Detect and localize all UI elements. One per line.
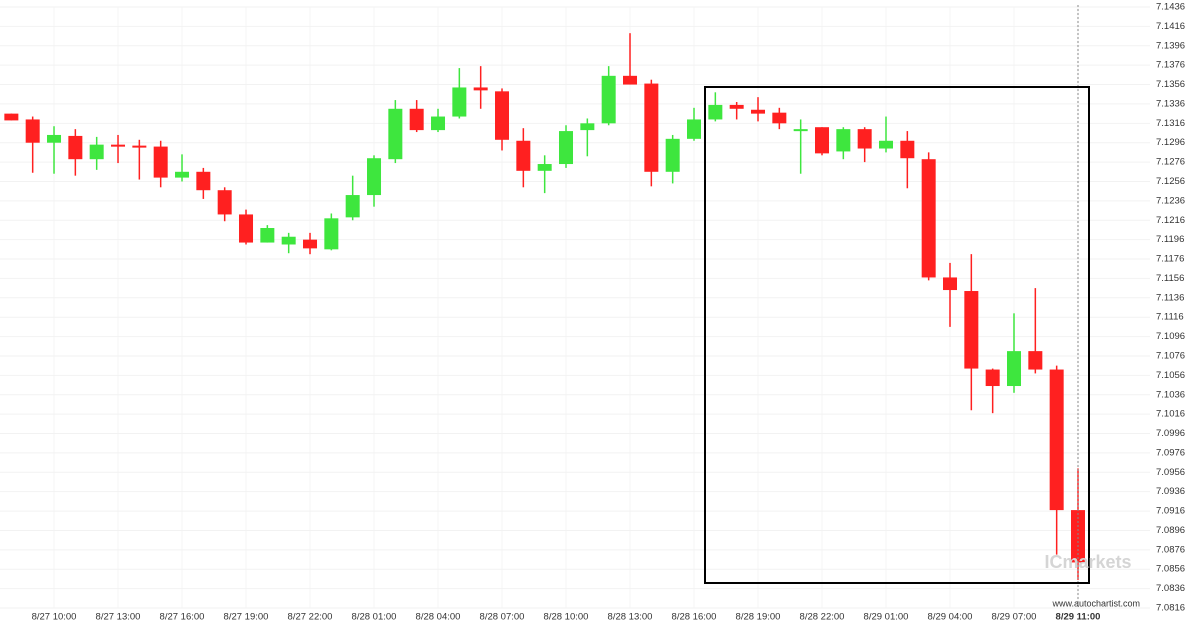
y-tick-label: 7.0996 <box>1156 428 1185 439</box>
y-tick-label: 7.0896 <box>1156 525 1185 536</box>
y-tick-label: 7.1156 <box>1156 273 1184 284</box>
x-tick-label: 8/27 16:00 <box>160 612 205 623</box>
y-tick-label: 7.1016 <box>1156 409 1185 420</box>
y-tick-label: 7.1436 <box>1156 2 1185 13</box>
x-tick-label: 8/29 07:00 <box>992 612 1037 623</box>
y-tick-label: 7.1216 <box>1156 215 1185 226</box>
y-tick-label: 7.1376 <box>1156 60 1185 71</box>
y-tick-label: 7.1396 <box>1156 40 1185 51</box>
y-tick-label: 7.0876 <box>1156 544 1185 555</box>
y-tick-label: 7.1076 <box>1156 350 1185 361</box>
y-tick-label: 7.0816 <box>1156 603 1185 614</box>
watermark: ICmarkets <box>1044 552 1131 572</box>
y-tick-label: 7.0956 <box>1156 467 1185 478</box>
y-tick-label: 7.1136 <box>1156 292 1184 303</box>
y-tick-label: 7.1116 <box>1156 312 1184 323</box>
y-tick-label: 7.1096 <box>1156 331 1185 342</box>
x-tick-label: 8/28 22:00 <box>800 612 845 623</box>
x-tick-label: 8/27 13:00 <box>96 612 141 623</box>
y-tick-label: 7.0916 <box>1156 506 1185 517</box>
x-tick-label: 8/29 11:00 <box>1056 612 1101 623</box>
y-tick-label: 7.1416 <box>1156 21 1185 32</box>
x-tick-label: 8/27 10:00 <box>32 612 77 623</box>
y-tick-label: 7.1056 <box>1156 370 1185 381</box>
pattern-box <box>704 86 1090 584</box>
x-tick-label: 8/27 19:00 <box>224 612 269 623</box>
x-tick-label: 8/28 16:00 <box>672 612 717 623</box>
y-tick-label: 7.1036 <box>1156 389 1185 400</box>
x-tick-label: 8/28 04:00 <box>416 612 461 623</box>
y-tick-label: 7.0836 <box>1156 583 1185 594</box>
y-tick-label: 7.1256 <box>1156 176 1185 187</box>
y-tick-label: 7.0936 <box>1156 486 1185 497</box>
y-tick-label: 7.1356 <box>1156 79 1185 90</box>
y-tick-label: 7.1316 <box>1156 118 1185 129</box>
source-label: www.autochartist.com <box>1051 598 1140 608</box>
x-tick-label: 8/28 19:00 <box>736 612 781 623</box>
x-tick-label: 8/29 01:00 <box>864 612 909 623</box>
x-tick-label: 8/28 07:00 <box>480 612 525 623</box>
y-tick-label: 7.0856 <box>1156 564 1185 575</box>
y-tick-label: 7.1276 <box>1156 157 1185 168</box>
x-tick-label: 8/28 13:00 <box>608 612 653 623</box>
y-tick-label: 7.1296 <box>1156 137 1185 148</box>
x-tick-label: 8/28 10:00 <box>544 612 589 623</box>
y-tick-label: 7.1236 <box>1156 195 1185 206</box>
y-tick-label: 7.1336 <box>1156 98 1185 109</box>
x-tick-label: 8/27 22:00 <box>288 612 333 623</box>
y-tick-label: 7.1196 <box>1156 234 1184 245</box>
x-tick-label: 8/29 04:00 <box>928 612 973 623</box>
x-tick-label: 8/28 01:00 <box>352 612 397 623</box>
y-tick-label: 7.1176 <box>1156 254 1184 265</box>
y-tick-label: 7.0976 <box>1156 447 1185 458</box>
